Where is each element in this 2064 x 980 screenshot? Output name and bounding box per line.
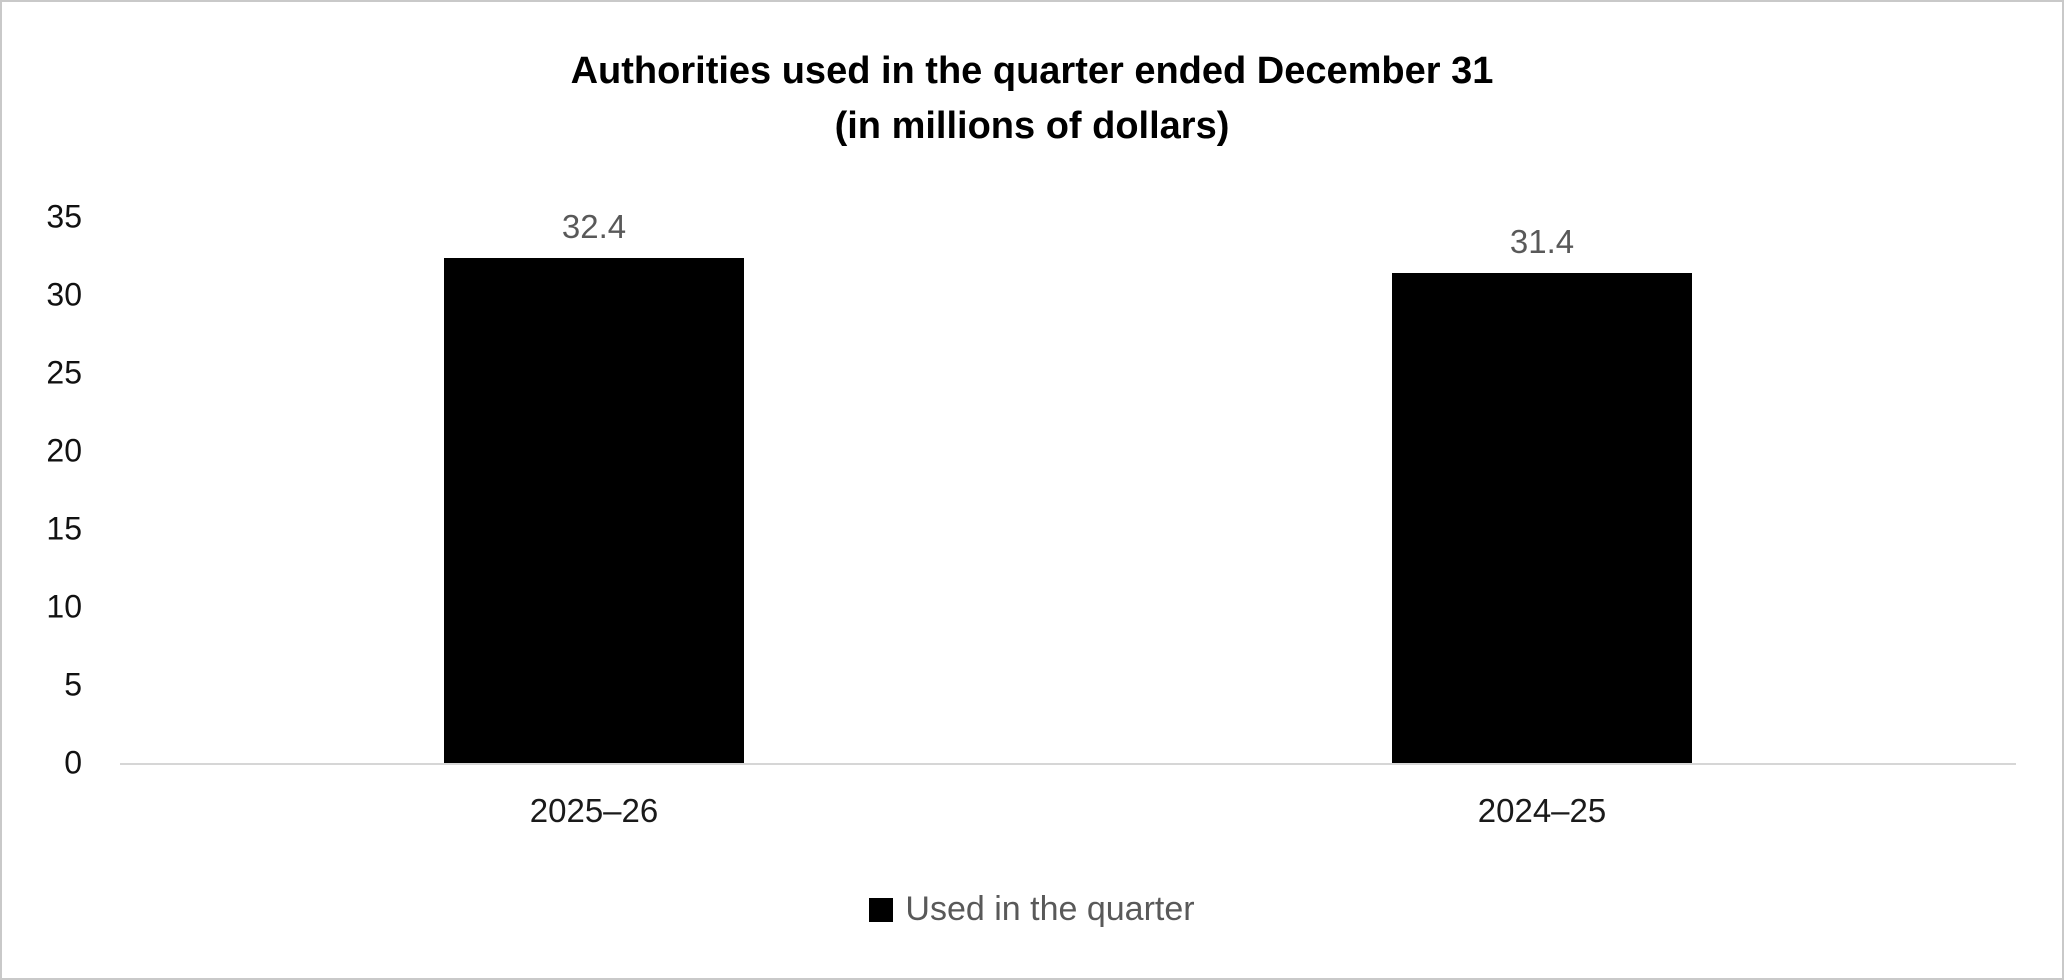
y-axis-tick-label: 10 — [46, 588, 82, 625]
y-axis-tick-label: 25 — [46, 354, 82, 391]
bar-group: 31.4 — [1392, 217, 1692, 763]
bar-value-label: 32.4 — [561, 207, 627, 245]
legend: Used in the quarter — [2, 890, 2062, 929]
y-axis-tick-label: 15 — [46, 510, 82, 547]
x-axis-category-label: 2025–26 — [529, 792, 659, 829]
x-axis: 2025–26 2024–25 — [120, 792, 2016, 842]
chart-title-line2: (in millions of dollars) — [834, 105, 1230, 148]
y-axis: 0 5 10 15 20 25 30 35 — [2, 199, 82, 781]
chart-title-line1: Authorities used in the quarter ended De… — [570, 50, 1494, 92]
plot-area: 32.4 31.4 — [120, 208, 2016, 765]
y-axis-tick-label: 5 — [64, 666, 82, 703]
chart-title: Authorities used in the quarter ended De… — [2, 44, 2062, 154]
bar-2025–26 — [444, 257, 744, 763]
bar-value-label: 31.4 — [1509, 223, 1575, 261]
y-axis-tick-label: 0 — [64, 744, 82, 781]
y-axis-tick-label: 35 — [46, 198, 82, 235]
legend-swatch-icon — [869, 897, 894, 922]
bar-2024–25 — [1392, 273, 1692, 763]
legend-label: Used in the quarter — [905, 890, 1195, 928]
y-axis-tick-label: 20 — [46, 432, 82, 469]
legend-item: Used in the quarter — [869, 890, 1195, 929]
bar-group: 32.4 — [444, 208, 744, 763]
x-axis-category-label: 2024–25 — [1477, 792, 1607, 829]
y-axis-tick-label: 30 — [46, 276, 82, 313]
